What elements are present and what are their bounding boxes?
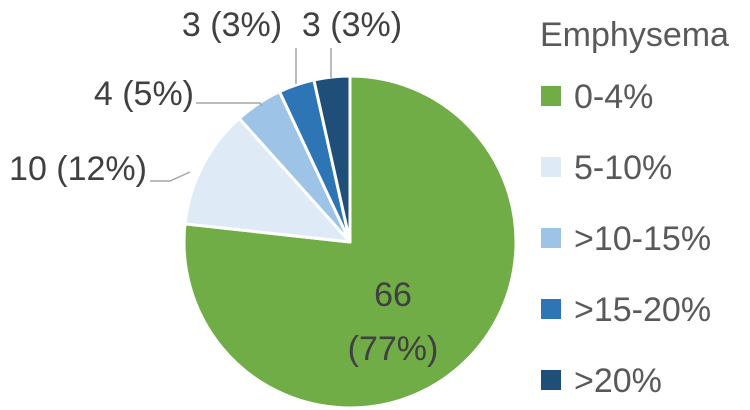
legend-swatch-gt-10-15pct: [541, 228, 561, 248]
pie-slice-0-4pct: [182, 74, 518, 410]
data-label-0-4pct-line2: (77%): [348, 330, 439, 368]
data-label-5-10pct: 10 (12%): [9, 150, 147, 188]
pie-slice-gt-20pct: [312, 74, 352, 244]
data-labels: 66 (77%) 10 (12%) 4 (5%) 3 (3%) 3 (3%): [9, 6, 438, 368]
pie-slices: [182, 74, 518, 410]
legend-swatch-gt-20pct: [541, 370, 561, 390]
legend: Emphysema 0-4% 5-10% >10-15% >15-20% >20%: [540, 16, 729, 400]
legend-swatch-0-4pct: [541, 86, 561, 106]
data-label-gt-10-15pct: 4 (5%): [94, 75, 194, 113]
legend-swatch-5-10pct: [541, 157, 561, 177]
legend-label-gt-15-20pct: >15-20%: [574, 291, 711, 329]
leader-line-gt-10-15pct: [196, 102, 263, 107]
data-label-gt-15-20pct: 3 (3%): [182, 6, 282, 44]
leader-line-5-10pct: [150, 171, 191, 182]
data-label-0-4pct-line1: 66: [374, 276, 412, 314]
legend-label-gt-20pct: >20%: [574, 362, 662, 400]
leader-lines: [150, 48, 332, 182]
legend-title: Emphysema: [540, 16, 729, 54]
legend-swatch-gt-15-20pct: [541, 299, 561, 319]
legend-label-5-10pct: 5-10%: [574, 149, 672, 187]
data-label-gt-20pct: 3 (3%): [302, 6, 402, 44]
legend-label-gt-10-15pct: >10-15%: [574, 220, 711, 258]
legend-label-0-4pct: 0-4%: [574, 78, 653, 116]
pie-slice-5-10pct: [183, 116, 352, 244]
